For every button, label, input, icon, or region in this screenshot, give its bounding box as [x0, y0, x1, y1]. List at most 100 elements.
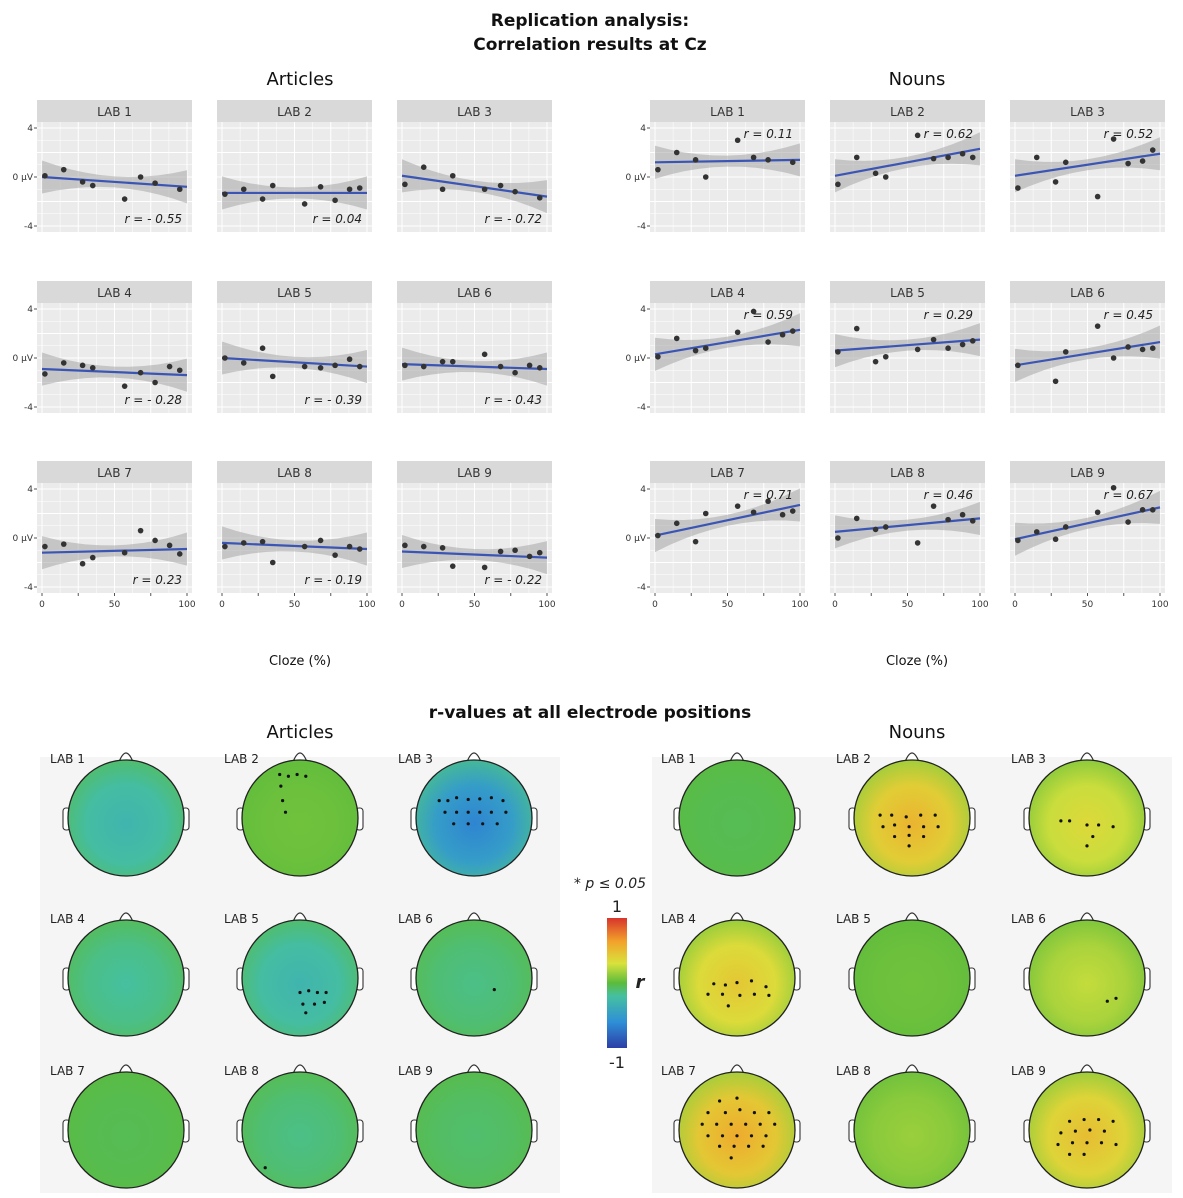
data-point [60, 360, 67, 366]
correlation-label: r = 0.59 [744, 308, 793, 322]
significant-electrode-marker [1114, 996, 1118, 1000]
topomap: LAB 6 [398, 912, 538, 1037]
panel-lab-label: LAB 9 [1070, 466, 1105, 480]
panel-strip [1010, 461, 1165, 483]
data-point [1062, 349, 1069, 355]
data-point [512, 547, 518, 554]
data-point [1125, 160, 1131, 167]
significant-electrode-marker [922, 825, 926, 829]
data-point [222, 543, 228, 550]
data-point [765, 339, 771, 345]
data-point [1015, 362, 1021, 369]
panel-strip [830, 461, 985, 483]
y-tick-label: 4 [640, 485, 646, 495]
significant-electrode-marker [720, 1134, 725, 1138]
panel-lab-label: LAB 1 [710, 105, 745, 119]
data-point [317, 537, 324, 544]
data-point [959, 511, 966, 518]
data-point [512, 188, 518, 195]
data-point [402, 362, 408, 369]
data-point [356, 546, 363, 552]
significant-electrode-marker [752, 992, 757, 996]
data-point [789, 508, 796, 514]
data-point [789, 328, 796, 334]
scatter-panel: LAB 2 r = 0.04 [217, 100, 372, 232]
data-point [420, 543, 427, 550]
data-point [702, 510, 709, 517]
head-outline [241, 1071, 359, 1189]
significant-electrode-marker [466, 822, 470, 826]
data-point [526, 553, 533, 560]
data-point [60, 541, 67, 547]
panel-strip [830, 281, 985, 303]
scatter-panel: LAB 2 r = 0.62 [830, 100, 985, 232]
correlation-label: r = - 0.39 [305, 393, 362, 407]
data-point [166, 542, 173, 549]
panel-strip [397, 281, 552, 303]
data-point [240, 186, 247, 193]
y-tick-label: -4 [637, 222, 646, 232]
topomap-lab-label: LAB 2 [224, 752, 259, 766]
data-point [750, 308, 757, 315]
significant-electrode-marker [501, 799, 505, 803]
scatter-panel: LAB 1 r = - 0.55 -4 0 µV 4 [13, 100, 192, 232]
data-point [346, 186, 353, 193]
data-point [481, 351, 488, 358]
panel-strip [650, 100, 805, 122]
significant-electrode-marker [455, 796, 459, 800]
panel-lab-label: LAB 5 [277, 286, 312, 300]
head-outline [67, 919, 185, 1037]
significant-electrode-marker [312, 1002, 317, 1006]
regression-line [1014, 506, 1161, 541]
data-point [1139, 346, 1146, 353]
data-point [497, 363, 504, 370]
data-point [1125, 519, 1131, 525]
panel-strip [37, 461, 192, 483]
significant-electrode-marker [1099, 1141, 1104, 1145]
data-point [655, 532, 661, 539]
regression-line [401, 363, 548, 371]
significant-electrode-marker [706, 1134, 710, 1138]
data-point [152, 537, 158, 544]
topo-articles-label: Articles [266, 722, 333, 743]
significant-electrode-marker [324, 990, 328, 995]
data-point [269, 182, 276, 189]
significant-electrode-marker [1097, 823, 1101, 827]
topomap: LAB 5 [224, 912, 364, 1037]
data-point [1149, 507, 1156, 513]
data-point [1052, 536, 1059, 543]
significant-electrode-marker [773, 1122, 777, 1126]
correlation-label: r = 0.52 [1104, 127, 1153, 141]
correlation-label: r = 0.45 [1104, 308, 1153, 322]
data-point [222, 191, 228, 197]
figure-title-line-1: Replication analysis: [491, 11, 689, 31]
data-point [692, 538, 699, 545]
significant-electrode-marker [1085, 823, 1089, 827]
scatter-panel: LAB 3 r = - 0.72 [397, 100, 552, 232]
data-point [439, 358, 446, 365]
topomap-lab-label: LAB 9 [398, 1064, 433, 1078]
articles-topomap-grid: LAB 1 LAB 2 LAB 3 LAB 4 LAB 5 LAB 6 LAB 7 LAB 8… [40, 752, 560, 1193]
topo-nouns-label: Nouns [889, 722, 946, 743]
scatter-panel: LAB 7 r = 0.71 -4 0 µV 4 0 50 100 [626, 461, 809, 610]
regression-line [654, 503, 801, 537]
y-tick-label: 4 [27, 124, 33, 134]
nouns-topomap-grid: LAB 1 LAB 2 LAB 3 LAB 4 LAB 5 LAB 6 LAB 7 LAB 8… [652, 752, 1172, 1193]
topomap: LAB 1 [50, 752, 190, 877]
y-tick-label: 0 µV [13, 173, 34, 183]
topomap-lab-label: LAB 3 [1011, 752, 1046, 766]
correlation-label: r = 0.11 [744, 127, 793, 141]
data-point [536, 549, 543, 556]
data-point [121, 383, 128, 389]
y-tick-label: -4 [637, 403, 646, 413]
data-point [176, 186, 183, 193]
significant-electrode-marker [478, 810, 482, 814]
data-point [332, 552, 338, 558]
data-point [969, 154, 976, 161]
topomap: LAB 3 [1011, 752, 1151, 877]
regression-line [401, 174, 548, 198]
significant-electrode-marker [489, 810, 493, 814]
y-tick-label: -4 [637, 583, 646, 593]
data-point [497, 182, 504, 189]
significant-electrode-marker [919, 813, 923, 817]
